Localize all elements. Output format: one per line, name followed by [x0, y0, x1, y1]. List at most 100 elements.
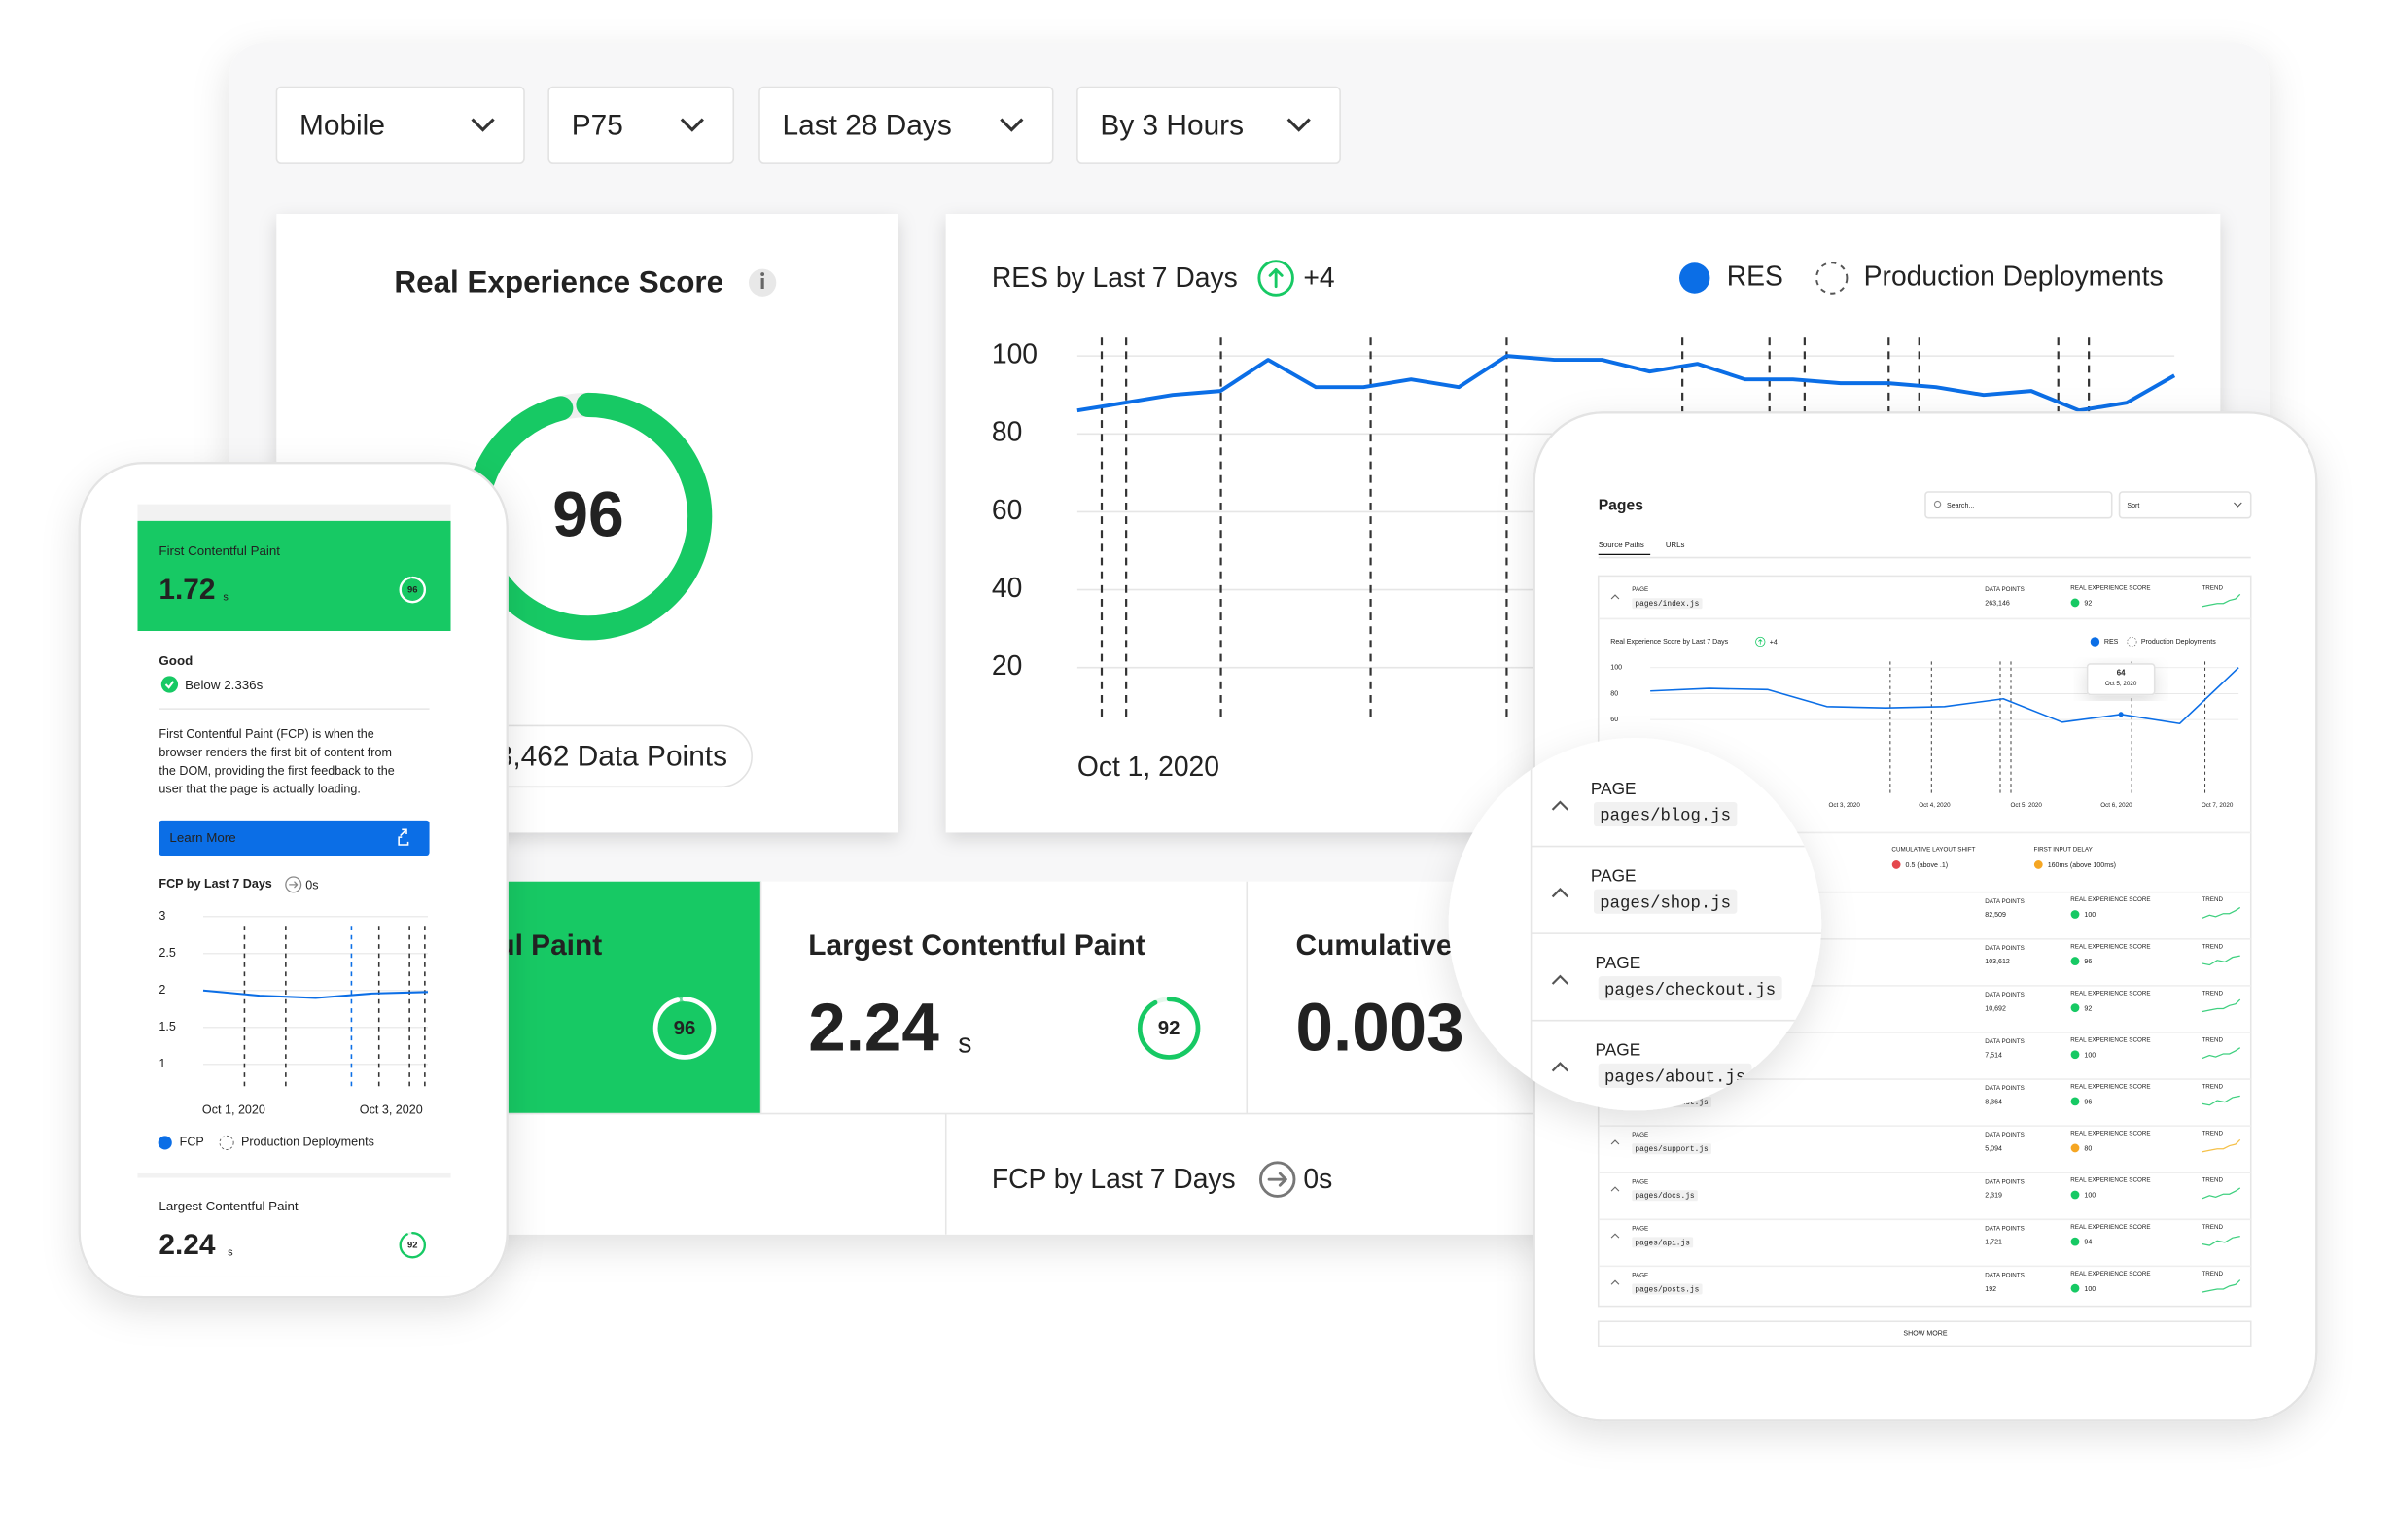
filter-dropdown[interactable]: By 3 Hours	[1076, 86, 1341, 164]
score-badge	[1137, 997, 1201, 1060]
magnified-row[interactable]: PAGE pages/shop.js	[1531, 845, 1826, 914]
column-label: PAGE	[1596, 953, 1641, 972]
metric-name: Largest Contentful Paint	[159, 1199, 298, 1213]
x-tick-label: Oct 6, 2020	[2100, 802, 2132, 809]
y-tick-label: 2.5	[159, 946, 175, 960]
vital-value: 0.5 (above .1)	[1906, 862, 1949, 869]
column-label: DATA POINTS	[1985, 992, 2024, 998]
score: 92	[2084, 601, 2092, 608]
trend-sparkline	[2202, 1279, 2241, 1293]
code-chip	[1632, 1237, 1694, 1248]
description-line: browser renders the first bit of content…	[159, 746, 392, 759]
legend-swatch	[1679, 262, 1710, 294]
score-dot	[2070, 1003, 2080, 1013]
table-row[interactable]: PAGE pages/docs.js DATA POINTS 2,319 REAL EX…	[1598, 1172, 2251, 1202]
legend-label: FCP	[180, 1136, 204, 1149]
dropdown-box[interactable]	[275, 86, 525, 164]
column-label: REAL EXPERIENCE SCORE	[2070, 896, 2150, 903]
filter-dropdown[interactable]: P75	[547, 86, 735, 164]
filter-dropdown[interactable]: Mobile	[275, 86, 525, 164]
input-box[interactable]	[2118, 491, 2252, 519]
table-row[interactable]: PAGE pages/posts.js DATA POINTS 192 REAL EXP…	[1598, 1265, 2251, 1295]
metric-unit: s	[958, 1027, 971, 1058]
trend-sparkline	[2202, 998, 2241, 1013]
change-arrow	[1758, 639, 1763, 645]
column-label: DATA POINTS	[1985, 586, 2024, 593]
chart-title: FCP by Last 7 Days	[159, 877, 271, 891]
y-tick-label: 80	[992, 416, 1022, 447]
learn-more-button[interactable]: Learn More	[159, 820, 430, 856]
row-chevron	[1551, 800, 1569, 811]
legend-label: Production Deployments	[241, 1136, 374, 1149]
input-box[interactable]	[1924, 491, 2113, 519]
dropdown-label: By 3 Hours	[1100, 109, 1244, 141]
sort-dropdown[interactable]: Sort	[2118, 491, 2252, 519]
score-dot	[2070, 1143, 2080, 1153]
y-tick-label: 1.5	[159, 1020, 175, 1033]
score: 100	[2084, 1286, 2096, 1293]
trend-sparkline	[2202, 1235, 2240, 1246]
page-path: pages/support.js	[1635, 1145, 1709, 1154]
magnified-row[interactable]: PAGE pages/about.js	[1531, 1019, 1826, 1088]
card-title: Real Experience Score	[394, 265, 723, 299]
column-label: REAL EXPERIENCE SCORE	[2070, 1224, 2150, 1231]
magnifier-content: PAGE pages/blog.js PAGE pages/shop.js PAGE pa…	[1530, 738, 1826, 1111]
metric-active	[137, 520, 451, 631]
row-chevron	[1610, 1279, 1620, 1285]
change-arrow	[1268, 267, 1284, 289]
legend-label: Production Deployments	[1864, 260, 2164, 291]
score-badge-value: 92	[1158, 1018, 1180, 1039]
legend-label: Production Deployments	[2141, 639, 2216, 646]
score: 96	[2084, 1100, 2092, 1106]
row-chevron	[1610, 594, 1620, 600]
show-more-box[interactable]	[1597, 1320, 2252, 1348]
column-label: DATA POINTS	[1985, 1038, 2024, 1045]
column-label: PAGE	[1632, 586, 1648, 593]
vital-dot	[2033, 860, 2043, 869]
magnified-row[interactable]: PAGE pages/checkout.js	[1531, 932, 1826, 1001]
dropdown-box[interactable]	[758, 86, 1054, 164]
change-arrow	[289, 881, 299, 889]
dropdown-chevron	[680, 118, 704, 132]
column-label: PAGE	[1591, 866, 1637, 886]
score-badge-value: 96	[674, 1018, 696, 1039]
score-dot	[2070, 598, 2080, 608]
chart-change: 0s	[305, 879, 318, 892]
data-points: 5,094	[1985, 1146, 2002, 1153]
column-label: REAL EXPERIENCE SCORE	[2070, 1084, 2150, 1091]
data-line	[202, 989, 429, 999]
dropdown-box[interactable]	[1076, 86, 1341, 164]
status: Good	[159, 653, 193, 668]
description-line: First Contentful Paint (FCP) is when the	[159, 727, 373, 741]
column-label: TREND	[2202, 1224, 2223, 1231]
score: 80	[2084, 1146, 2092, 1153]
x-tick-label: Oct 3, 2020	[360, 1103, 423, 1117]
search-box[interactable]: Search...	[1924, 491, 2113, 519]
table-row[interactable]: PAGE pages/support.js DATA POINTS 5,094 REAL…	[1598, 1125, 2251, 1155]
phone-screen: First Contentful Paint 1.72 s 96 Good Below 2…	[137, 481, 451, 1277]
y-tick-label: 60	[1610, 717, 1618, 723]
column-label: DATA POINTS	[1985, 1178, 2024, 1185]
column-label: PAGE	[1596, 1040, 1641, 1060]
magnified-row[interactable]: PAGE pages/blog.js	[1551, 779, 1738, 827]
dropdown-chevron	[2234, 502, 2242, 508]
dropdown-box[interactable]	[547, 86, 735, 164]
score-dot	[2070, 957, 2080, 965]
trend-sparkline	[2202, 1095, 2240, 1106]
data-points: 2,319	[1985, 1193, 2002, 1200]
table-row[interactable]: PAGE pages/api.js DATA POINTS 1,721 REAL EXP…	[1598, 1218, 2251, 1248]
row-chevron	[1610, 1186, 1620, 1192]
filter-dropdown[interactable]: Last 28 Days	[758, 86, 1054, 164]
code-chip	[1632, 598, 1703, 610]
button-bg[interactable]	[159, 820, 430, 856]
data-line	[1650, 667, 2239, 725]
metric-name: First Contentful Paint	[159, 543, 280, 558]
dropdown-chevron	[1286, 118, 1311, 132]
page-title: Pages	[1599, 497, 1644, 513]
x-tick-label: Oct 1, 2020	[1077, 751, 1219, 782]
table-row[interactable]: PAGE pages/index.js DATA POINTS 263,146 REAL…	[1610, 585, 2241, 610]
column-label: PAGE	[1632, 1272, 1648, 1278]
magnifier: PAGE pages/blog.js PAGE pages/shop.js PAGE pa…	[1448, 738, 1826, 1111]
row-chevron	[1610, 1139, 1620, 1145]
